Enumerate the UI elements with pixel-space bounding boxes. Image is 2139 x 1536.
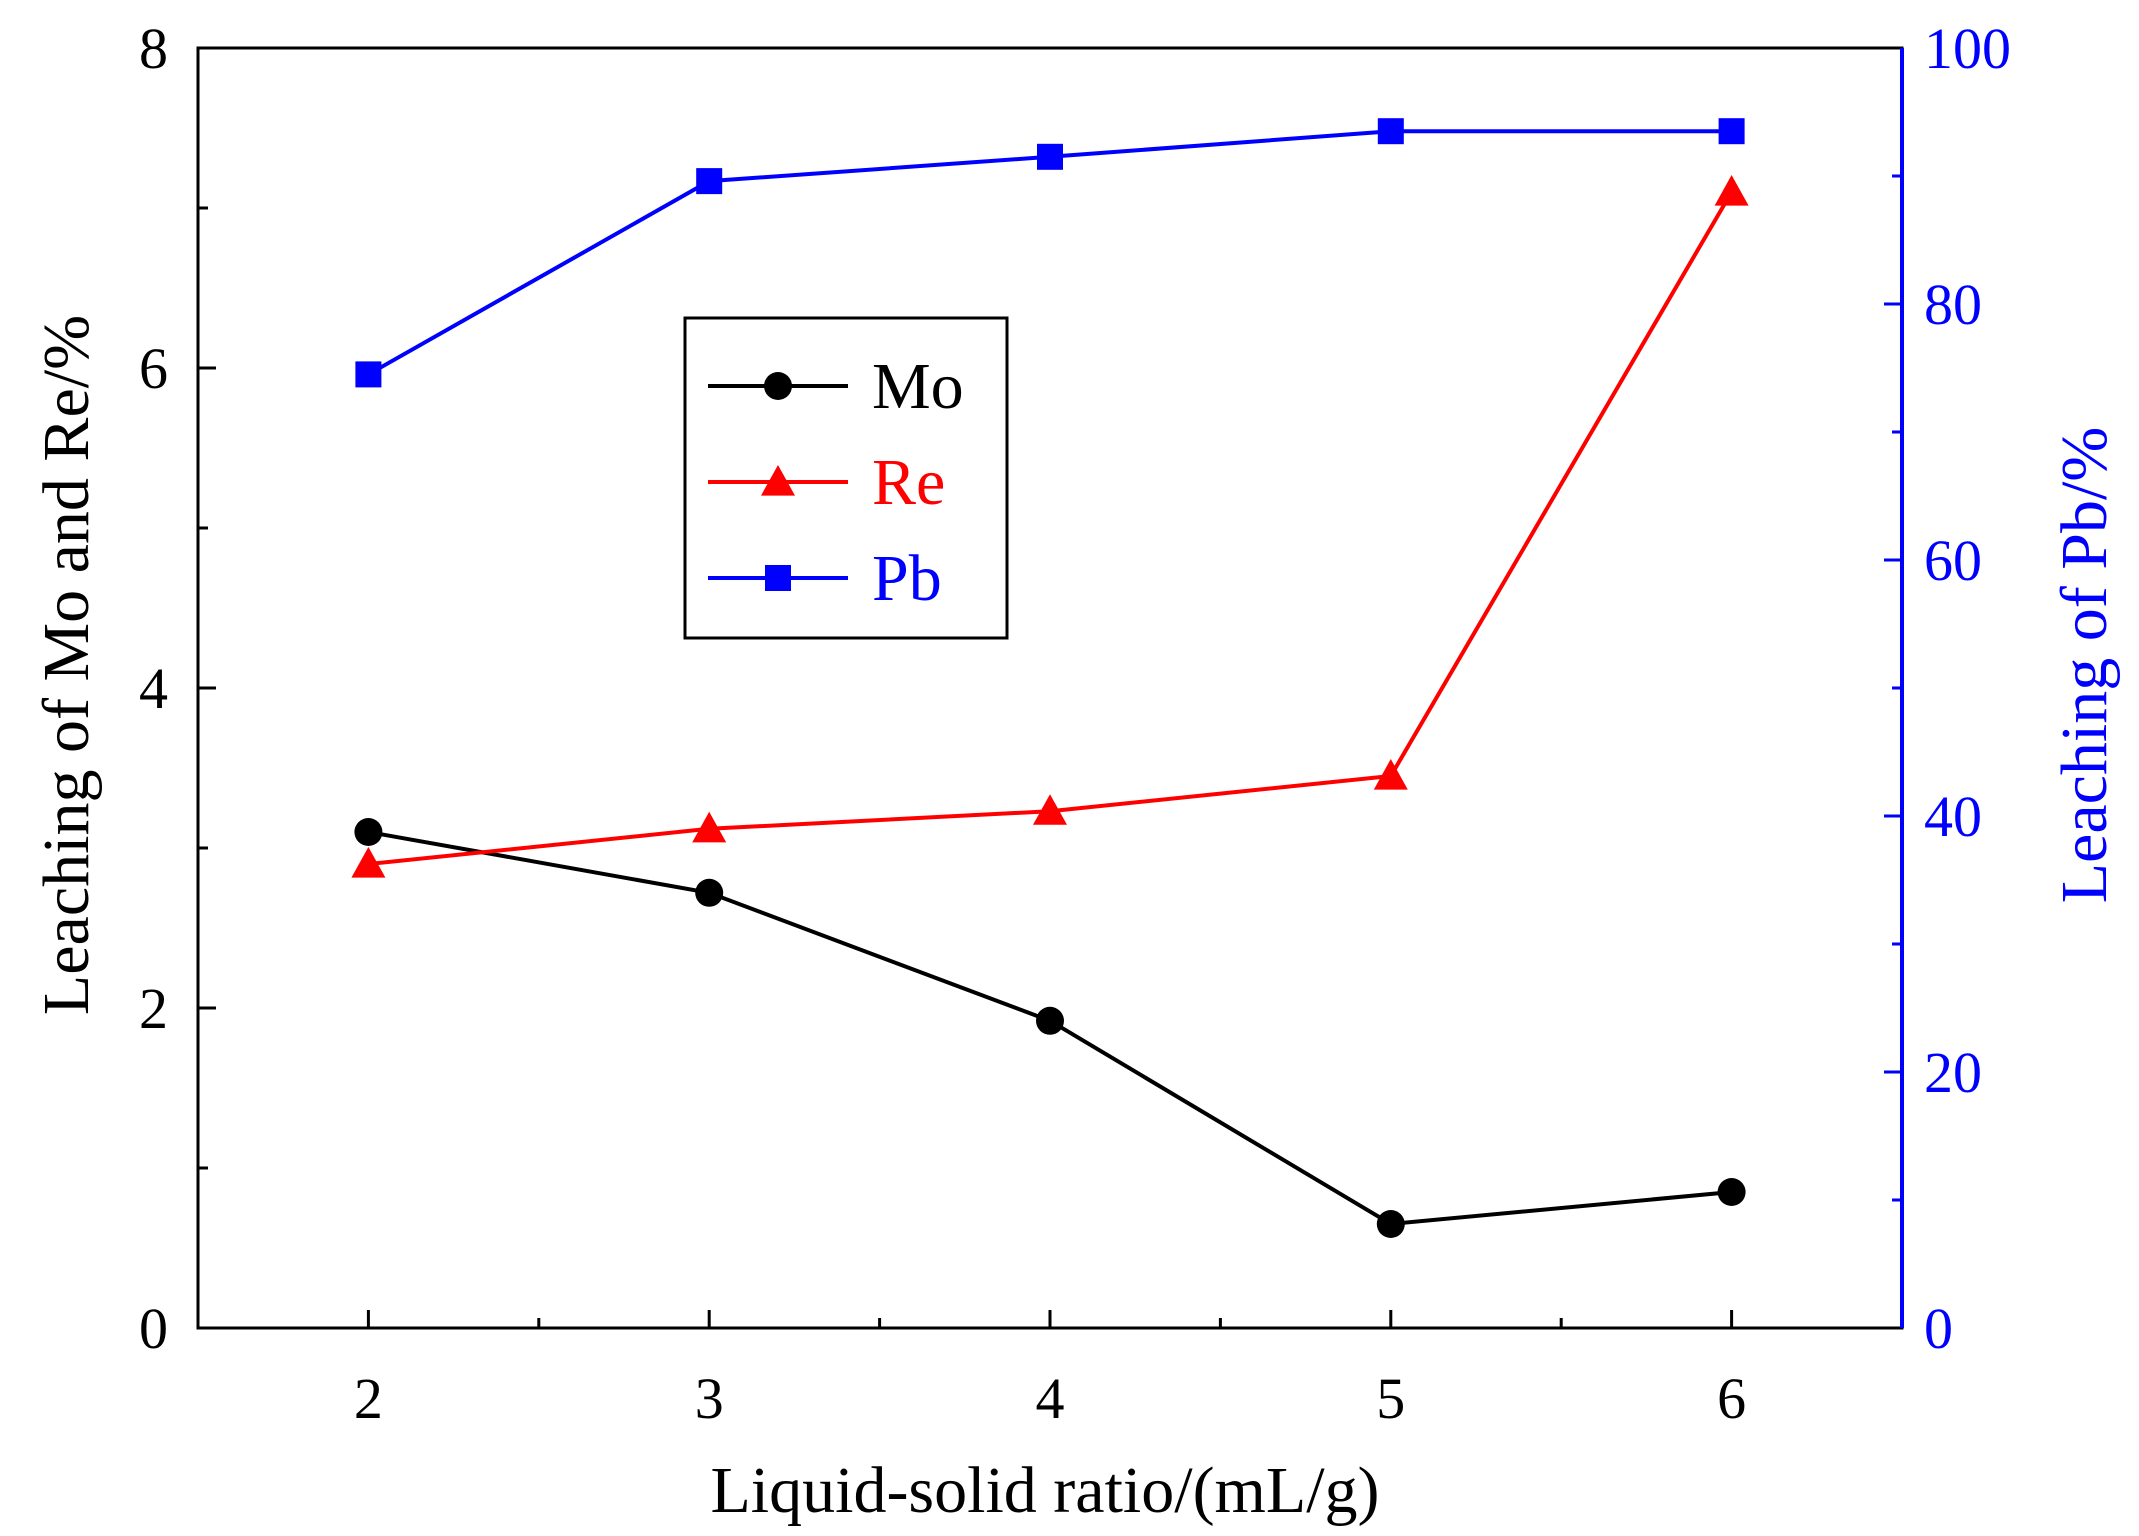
legend-mo-label: Mo bbox=[872, 350, 964, 423]
legend-mo-marker bbox=[764, 372, 792, 400]
x-tick-label: 2 bbox=[354, 1366, 383, 1431]
series-layer bbox=[351, 118, 1749, 1238]
right-y-tick-label: 0 bbox=[1924, 1296, 1953, 1361]
pb-point bbox=[1718, 118, 1745, 145]
legend-re-marker bbox=[761, 465, 795, 496]
legend-box bbox=[683, 316, 1009, 640]
legend-re-label: Re bbox=[872, 446, 945, 519]
re-point bbox=[1033, 794, 1067, 825]
x-axis-title: Liquid-solid ratio/(mL/g) bbox=[710, 1454, 1379, 1527]
mo-point bbox=[1036, 1006, 1064, 1035]
mo-point bbox=[695, 878, 724, 907]
mo-point bbox=[1376, 1210, 1405, 1238]
right-y-tick-label: 80 bbox=[1924, 272, 1982, 337]
re-point bbox=[1373, 759, 1408, 790]
legend-pb-marker bbox=[765, 565, 791, 591]
right-y-tick-label: 60 bbox=[1924, 528, 1982, 593]
mo-point bbox=[354, 818, 383, 846]
x-tick-label: 4 bbox=[1036, 1366, 1065, 1431]
mo-point bbox=[1717, 1178, 1746, 1206]
pb-point bbox=[696, 168, 723, 195]
pb-point bbox=[355, 361, 382, 388]
x-tick-label: 6 bbox=[1717, 1366, 1746, 1431]
x-tick-label: 3 bbox=[695, 1366, 724, 1431]
re-point bbox=[692, 811, 727, 843]
right-y-axis-title: Leaching of Pb/% bbox=[2048, 427, 2121, 904]
re-point bbox=[351, 847, 386, 878]
legend: Mo Re Pb bbox=[683, 316, 1009, 640]
x-tick-label: 5 bbox=[1376, 1366, 1405, 1431]
re-point bbox=[1714, 175, 1749, 206]
left-y-axis-title: Leaching of Mo and Re/% bbox=[30, 315, 103, 1015]
left-y-tick-label: 0 bbox=[139, 1296, 168, 1361]
left-y-tick-label: 2 bbox=[139, 976, 168, 1041]
pb-point bbox=[1377, 118, 1404, 145]
left-y-tick-label: 4 bbox=[139, 656, 168, 721]
left-y-tick-label: 8 bbox=[139, 16, 168, 81]
left-y-tick-label: 6 bbox=[139, 336, 168, 401]
right-y-tick-label: 100 bbox=[1924, 16, 2011, 81]
pb-point bbox=[1037, 143, 1063, 170]
right-y-tick-label: 20 bbox=[1924, 1040, 1982, 1105]
right-y-tick-label: 40 bbox=[1924, 784, 1982, 849]
legend-pb-label: Pb bbox=[872, 542, 942, 615]
